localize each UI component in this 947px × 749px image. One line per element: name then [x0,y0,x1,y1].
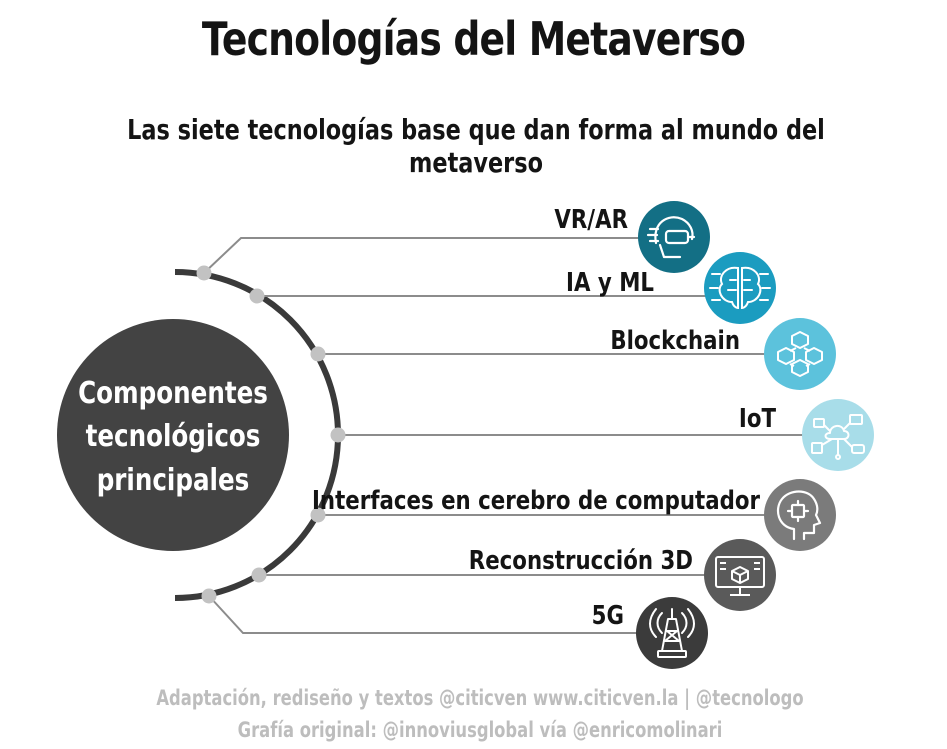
3d-monitor-icon [704,539,776,611]
footer-credits-line-1: Adaptación, rediseño y textos @citicven … [156,686,804,710]
connector-iot [330,427,838,443]
label-blockchain: Blockchain [610,325,740,356]
vr-headset-icon [638,201,710,273]
center-line-2: tecnológicos [86,420,261,454]
label-5g: 5G [592,600,624,631]
center-line-1: Componentes [78,377,268,411]
center-line-3: principales [97,464,250,498]
label-vr-ar: VR/AR [554,204,628,235]
blockchain-cubes-icon [764,318,836,390]
label-3d: Reconstrucción 3D [469,545,693,576]
ai-brain-circuit-icon [704,252,776,324]
page-subtitle: Las siete tecnologías base que dan forma… [127,113,825,179]
connector-ia-ml [249,288,740,304]
connector-3d [251,567,740,583]
iot-network-icon [802,399,874,471]
connector-bci [310,507,800,523]
center-circle [57,319,289,551]
svg-text:tecnológicos: tecnológicos [86,420,261,454]
label-iot: IoT [739,403,777,434]
antenna-tower-icon [636,597,708,669]
label-bci: Interfaces en cerebro de computador [312,485,760,516]
svg-text:Componentes: Componentes [78,377,268,411]
brain-computer-interface-icon [764,479,836,551]
connector-5g [201,588,672,634]
footer-credits-line-2: Grafía original: @innoviusglobal vía @en… [237,718,723,742]
connector-blockchain [310,346,800,362]
svg-text:principales: principales [97,464,250,498]
label-ia-ml: IA y ML [566,267,654,298]
connector-vr-ar [196,237,680,281]
page-title: Tecnologías del Metaverso [201,12,746,66]
